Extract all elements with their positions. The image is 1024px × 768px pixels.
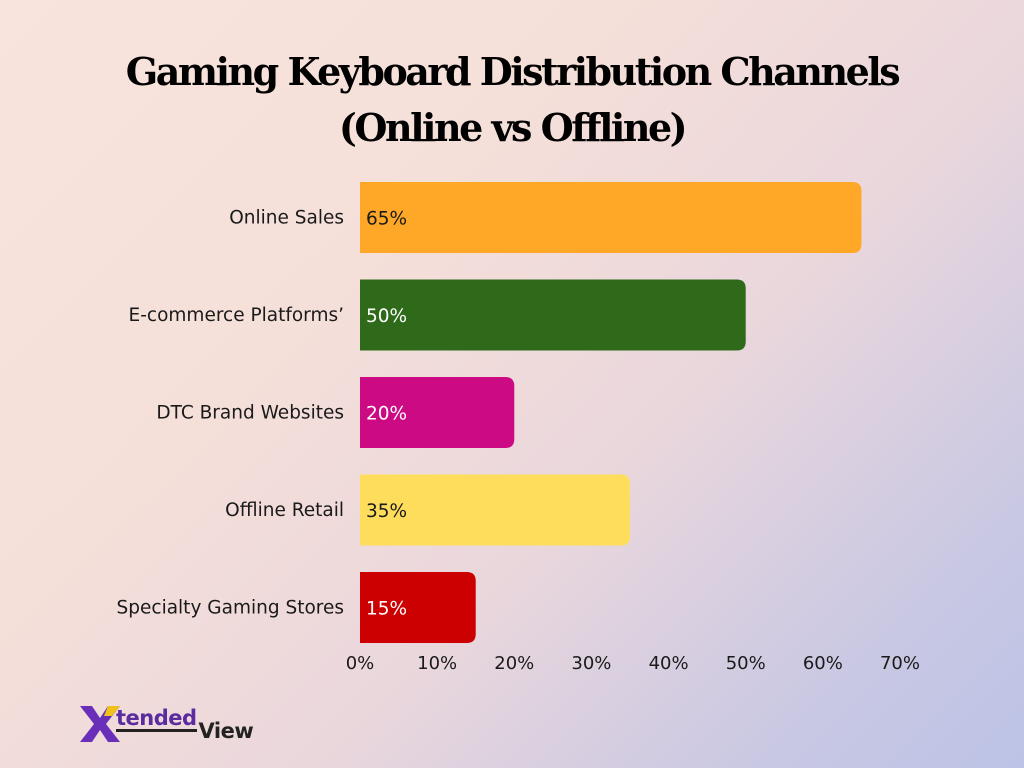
x-tick-label: 40% [649,653,689,674]
category-label: Offline Retail [225,500,344,521]
category-label: Specialty Gaming Stores [117,598,344,619]
chart-title-line-1: Gaming Keyboard Distribution Channels [125,49,901,94]
category-label: DTC Brand Websites [156,403,344,424]
bar [360,279,746,351]
chart-title-line-2: (Online vs Offline) [338,105,688,150]
value-label: 50% [366,306,407,327]
bar [360,182,862,253]
category-label: E-commerce Platforms’ [129,305,344,326]
x-tick-label: 20% [494,653,534,674]
bar [360,377,515,448]
value-label: 65% [366,209,407,230]
logo-text-tended: tended [116,706,197,732]
x-tick-label: 70% [880,653,920,674]
value-label: 20% [366,404,407,425]
x-logo-icon [80,706,120,742]
bar [360,474,630,546]
x-tick-label: 60% [803,653,843,674]
x-tick-label: 10% [417,653,457,674]
x-tick-label: 0% [346,653,375,674]
brand-logo: tended View [78,700,254,744]
bar-chart: Online Sales 65% E-commerce Platforms’ 50% D… [117,182,920,674]
x-tick-label: 30% [571,653,611,674]
logo-text-view: View [198,719,254,743]
bar [360,572,476,643]
x-tick-label: 50% [726,653,766,674]
category-label: Online Sales [229,208,344,229]
value-label: 35% [366,501,407,522]
chart-title: Gaming Keyboard Distribution Channels (O… [0,44,1024,156]
value-label: 15% [366,599,407,620]
